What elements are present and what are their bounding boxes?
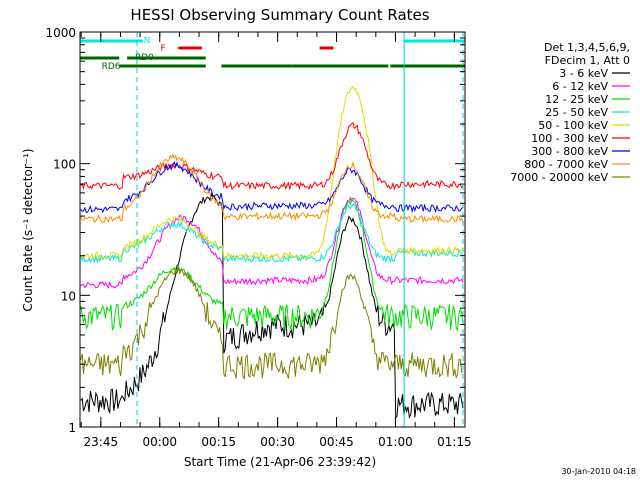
legend-entry-label: 100 - 300 keV (531, 132, 608, 145)
x-tick-label: 00:30 (260, 435, 295, 449)
x-tick-label: 01:00 (378, 435, 413, 449)
flag-label: RD0 (135, 53, 154, 63)
x-tick-label: 00:45 (319, 435, 354, 449)
legend-entry-label: 25 - 50 keV (545, 106, 608, 119)
legend-header: Det 1,3,4,5,6,9, (544, 41, 630, 54)
y-axis-label: Count Rate (s⁻¹ detector⁻¹) (21, 148, 35, 311)
y-axis: 1 10 100 1000 (45, 26, 465, 435)
chart-title: HESSI Observing Summary Count Rates (130, 6, 429, 24)
legend-entry-label: 800 - 7000 keV (524, 158, 608, 171)
series-line (80, 197, 464, 332)
legend-entry-label: 12 - 25 keV (545, 93, 608, 106)
plot-frame (79, 31, 466, 428)
footer-timestamp: 30-Jan-2010 04:18 (561, 467, 636, 476)
legend-entry-label: 3 - 6 keV (559, 67, 608, 80)
series-line (80, 265, 464, 380)
series-line (80, 122, 464, 191)
flag-label: F (161, 44, 166, 54)
flag-label: N (144, 36, 151, 46)
flag-bars: NF RD0 RD6 (80, 36, 465, 72)
x-tick-label: 01:15 (437, 435, 472, 449)
y-tick-label: 10 (61, 289, 76, 303)
legend-entry-label: 50 - 100 keV (538, 119, 608, 132)
series-line (80, 153, 464, 224)
legend-entry-label: 6 - 12 keV (552, 80, 608, 93)
x-axis: 23:45 00:00 00:15 00:30 00:45 01:00 01:15 (80, 32, 472, 449)
vertical-markers (136, 32, 464, 427)
series-lines (80, 85, 464, 420)
series-line (80, 196, 464, 290)
y-tick-label: 1000 (45, 26, 76, 40)
legend-entry-label: 7000 - 20000 keV (510, 171, 608, 184)
legend: Det 1,3,4,5,6,9,FDecim 1, Att 03 - 6 keV… (510, 41, 630, 184)
x-axis-label: Start Time (21-Apr-06 23:39:42) (184, 455, 376, 469)
x-tick-label: 00:00 (142, 435, 177, 449)
series-line (80, 160, 464, 214)
series-line (80, 203, 464, 264)
legend-header: FDecim 1, Att 0 (545, 54, 630, 67)
legend-entry-label: 300 - 800 keV (531, 145, 608, 158)
x-tick-label: 00:15 (201, 435, 236, 449)
y-tick-label: 1 (68, 421, 76, 435)
series-line (80, 85, 464, 261)
x-tick-label: 23:45 (84, 435, 119, 449)
flag-label: RD6 (102, 62, 121, 72)
series-line (80, 192, 464, 420)
y-tick-label: 100 (53, 158, 76, 172)
